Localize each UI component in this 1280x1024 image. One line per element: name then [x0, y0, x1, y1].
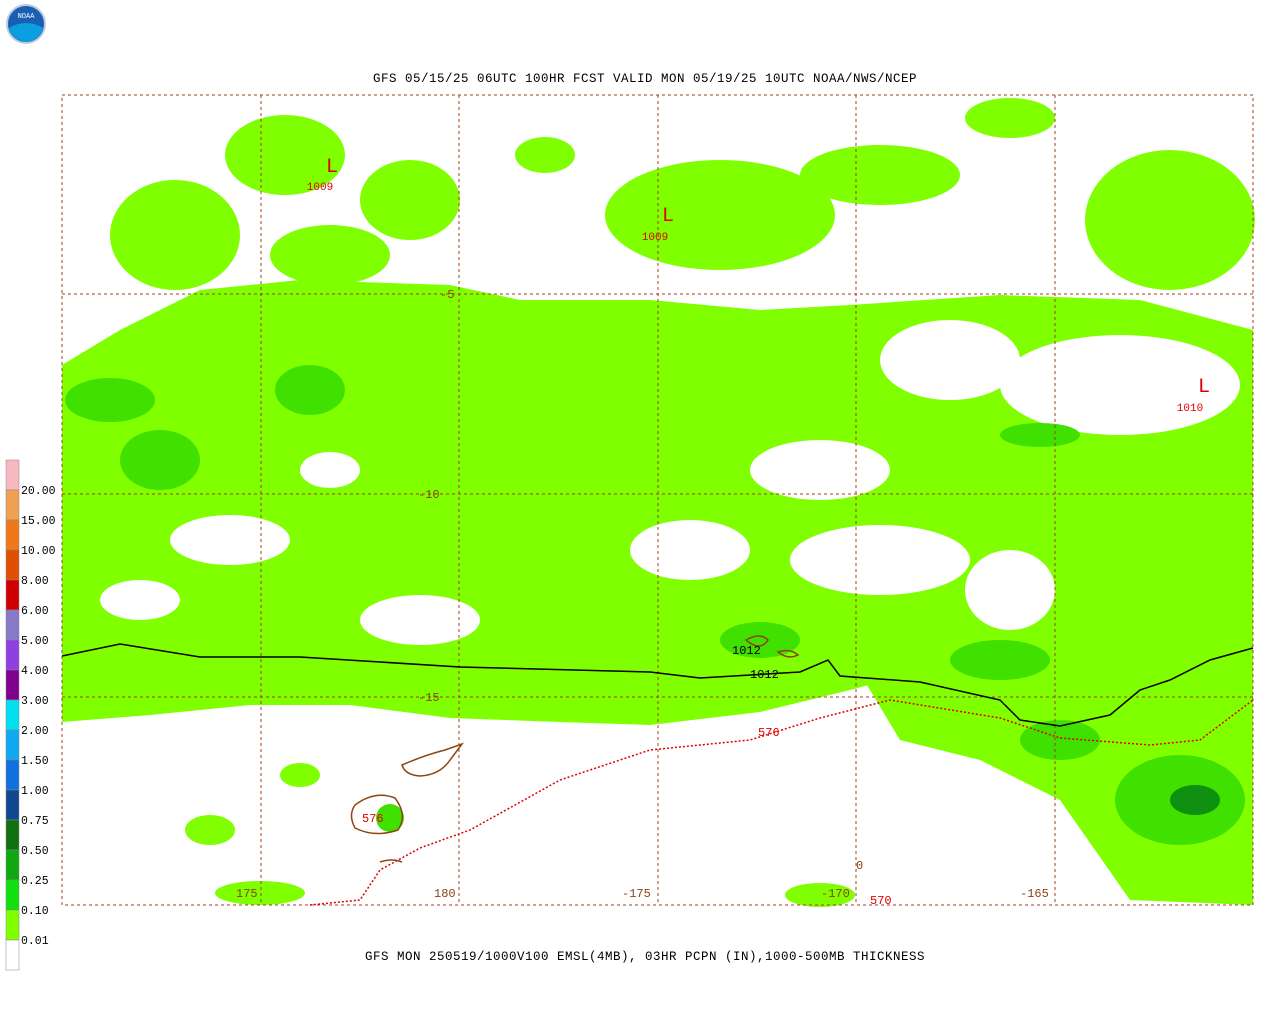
precip-field: [62, 98, 1255, 907]
logo-text: NOAA: [18, 13, 36, 21]
lat-label: -5: [440, 288, 454, 302]
legend-swatch: [5, 849, 20, 881]
low-pressure: 1009: [642, 232, 668, 244]
lon-label: -165: [1020, 887, 1049, 901]
map-caption: GFS MON 250519/1000V100 EMSL(4MB), 03HR …: [365, 950, 925, 964]
low-symbol: L: [1198, 376, 1210, 399]
thickness-label: 576: [362, 812, 384, 826]
lat-label: -15: [418, 691, 440, 705]
legend-label: 5.00: [21, 635, 49, 648]
legend-label: 0.10: [21, 905, 49, 918]
legend-label: 3.00: [21, 695, 49, 708]
legend: 20.00 15.00 10.00 8.00 6.00 5.00 4.00 3.00 2.00 1…: [5, 459, 56, 971]
legend-label: 0.50: [21, 845, 49, 858]
lon-label: 175: [236, 887, 258, 901]
legend-label: 15.00: [21, 515, 56, 528]
legend-swatch: [5, 519, 20, 551]
thickness-label: 576: [758, 726, 780, 740]
legend-swatch: [5, 489, 20, 521]
legend-label: 1.00: [21, 785, 49, 798]
legend-swatch: [5, 669, 20, 701]
lat-label: -10: [418, 488, 440, 502]
legend-swatch: [5, 939, 20, 971]
legend-label: 2.00: [21, 725, 49, 738]
isobar-label: 1012: [750, 668, 779, 682]
contour-label: 0: [856, 859, 863, 873]
legend-label: 0.75: [21, 815, 49, 828]
legend-label: 20.00: [21, 485, 56, 498]
isobar-label: 1012: [732, 644, 761, 658]
legend-swatch: [5, 879, 20, 911]
legend-swatch: [5, 759, 20, 791]
thickness-contour: [309, 699, 1254, 906]
isobar: [61, 643, 1254, 727]
map-grid: [61, 94, 1254, 906]
lon-label: -175: [622, 887, 651, 901]
legend-swatch: [5, 699, 20, 731]
thickness-label: 570: [870, 894, 892, 908]
legend-swatch: [5, 579, 20, 611]
legend-swatch: [5, 459, 20, 491]
legend-label: 10.00: [21, 545, 56, 558]
coastline: [350, 635, 800, 863]
legend-label: 8.00: [21, 575, 49, 588]
noaa-logo: NOAA: [6, 4, 46, 44]
legend-label: 1.50: [21, 755, 49, 768]
lon-label: 180: [434, 887, 456, 901]
legend-swatch: [5, 639, 20, 671]
map-labels: -5 -10 -15 175 180 -175 -170 -165 L 1009…: [236, 156, 1210, 908]
legend-swatch: [5, 609, 20, 641]
legend-swatch: [5, 789, 20, 821]
legend-swatch: [5, 819, 20, 851]
legend-swatch: [5, 549, 20, 581]
lon-label: -170: [821, 887, 850, 901]
legend-label: 4.00: [21, 665, 49, 678]
legend-label: 0.25: [21, 875, 49, 888]
low-pressure: 1010: [1177, 403, 1203, 415]
low-symbol: L: [662, 205, 674, 228]
legend-label: 6.00: [21, 605, 49, 618]
low-pressure: 1009: [307, 182, 333, 194]
legend-label: 0.01: [21, 935, 49, 948]
legend-swatch: [5, 729, 20, 761]
legend-swatch: [5, 909, 20, 941]
map-title: GFS 05/15/25 06UTC 100HR FCST VALID MON …: [373, 72, 917, 86]
low-symbol: L: [326, 156, 338, 179]
